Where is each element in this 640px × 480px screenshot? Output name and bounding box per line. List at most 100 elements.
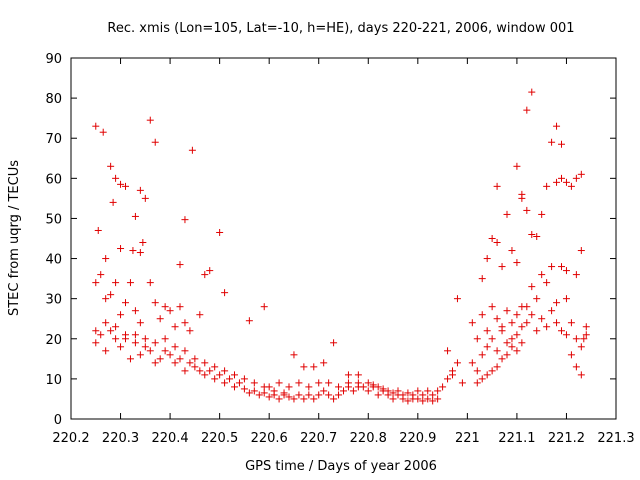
- data-point: [191, 355, 199, 363]
- data-point: [161, 303, 169, 311]
- data-point: [235, 379, 243, 387]
- data-point: [493, 315, 501, 323]
- data-point: [553, 178, 561, 186]
- data-point: [171, 359, 179, 367]
- data-point: [107, 162, 115, 170]
- x-tick-label: 220.7: [300, 431, 337, 446]
- data-point: [231, 371, 238, 379]
- data-point: [429, 391, 437, 399]
- data-point: [444, 375, 452, 383]
- y-tick-label: 0: [54, 413, 62, 428]
- y-tick-label: 50: [45, 212, 62, 227]
- x-tick-label: 220.6: [251, 431, 288, 446]
- data-point: [538, 210, 546, 218]
- data-point: [310, 363, 318, 371]
- data-point: [379, 385, 387, 393]
- data-point: [216, 371, 224, 379]
- data-point: [109, 198, 117, 206]
- data-point: [102, 319, 110, 327]
- data-point: [112, 279, 120, 287]
- data-point: [553, 319, 561, 327]
- data-point: [201, 271, 209, 279]
- data-point: [117, 343, 125, 351]
- data-point: [245, 317, 253, 325]
- data-point: [483, 255, 491, 263]
- data-point: [558, 174, 565, 182]
- data-point: [151, 359, 159, 367]
- data-point: [503, 339, 511, 347]
- data-point: [117, 245, 125, 253]
- data-point: [429, 397, 437, 405]
- data-point: [250, 379, 258, 387]
- data-point: [112, 323, 120, 331]
- data-point: [523, 319, 531, 327]
- data-point: [518, 190, 526, 198]
- data-point: [483, 343, 491, 351]
- data-point: [538, 315, 546, 323]
- data-point: [250, 387, 258, 395]
- data-point: [503, 351, 511, 359]
- y-tick-label: 30: [45, 293, 62, 308]
- data-point: [97, 331, 105, 339]
- y-tick-label: 90: [45, 52, 62, 67]
- data-point: [240, 375, 248, 383]
- data-point: [161, 335, 169, 343]
- data-point: [216, 228, 224, 236]
- data-point: [553, 122, 561, 130]
- x-tick-label: 221.1: [498, 431, 535, 446]
- data-point: [518, 323, 526, 331]
- data-points: [92, 88, 590, 405]
- data-point: [146, 279, 154, 287]
- data-point: [117, 311, 125, 319]
- data-point: [206, 267, 214, 275]
- data-point: [211, 363, 219, 371]
- data-point: [131, 212, 139, 220]
- data-point: [290, 395, 298, 403]
- data-point: [151, 299, 159, 307]
- data-point: [131, 307, 139, 315]
- data-point: [221, 289, 229, 297]
- x-tick-label: 221.2: [548, 431, 585, 446]
- data-point: [295, 379, 303, 387]
- data-point: [577, 343, 585, 351]
- x-axis-label: GPS time / Days of year 2006: [245, 459, 437, 474]
- data-point: [181, 367, 189, 375]
- data-point: [503, 210, 511, 218]
- data-point: [166, 351, 174, 359]
- data-point: [444, 347, 452, 355]
- data-point: [498, 323, 506, 331]
- data-point: [107, 327, 115, 335]
- y-axis-label: STEC from uqrg / TECUs: [7, 160, 22, 316]
- data-point: [181, 216, 189, 224]
- data-point: [131, 331, 139, 339]
- data-point: [533, 232, 541, 240]
- data-point: [562, 331, 570, 339]
- data-point: [112, 335, 120, 343]
- chart-title: Rec. xmis (Lon=105, Lat=-10, h=HE), days…: [107, 21, 574, 36]
- data-point: [97, 271, 105, 279]
- data-point: [369, 381, 377, 389]
- data-point: [146, 347, 154, 355]
- data-point: [528, 311, 536, 319]
- data-point: [344, 383, 352, 391]
- data-point: [136, 186, 144, 194]
- data-point: [221, 379, 229, 387]
- data-point: [280, 391, 288, 399]
- data-point: [196, 311, 204, 319]
- y-tick-label: 70: [45, 132, 62, 147]
- data-point: [558, 263, 565, 271]
- y-tick-label: 80: [45, 92, 62, 107]
- data-point: [176, 303, 184, 311]
- data-point: [305, 383, 313, 391]
- data-point: [473, 335, 481, 343]
- data-point: [315, 391, 323, 399]
- data-point: [399, 395, 407, 403]
- data-point: [404, 397, 412, 405]
- data-point: [394, 391, 402, 399]
- data-point: [300, 363, 308, 371]
- data-point: [434, 395, 442, 403]
- data-point: [543, 182, 551, 190]
- data-point: [389, 389, 397, 397]
- data-point: [92, 339, 100, 347]
- data-point: [538, 271, 546, 279]
